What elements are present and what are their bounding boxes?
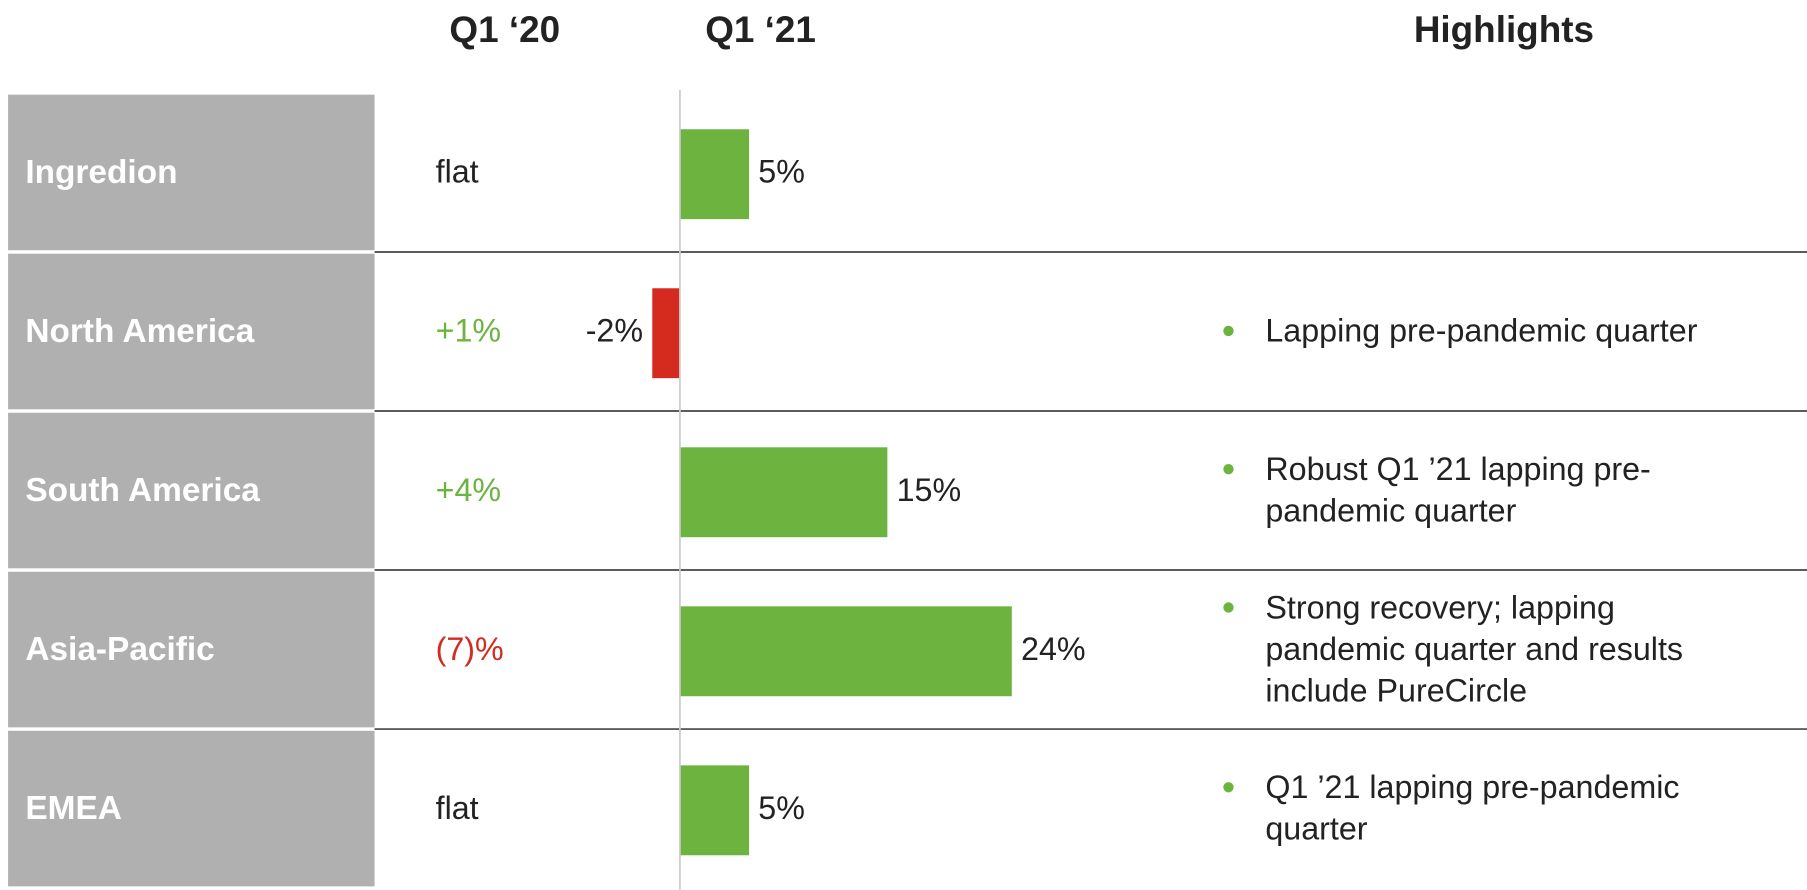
row-label-bg (8, 571, 375, 728)
row-label: North America (25, 313, 254, 350)
row-label-bg (8, 412, 375, 569)
row-label: South America (25, 472, 260, 509)
bar (679, 129, 750, 220)
bullet (1223, 602, 1234, 613)
q1-20-value: (7)% (436, 631, 504, 667)
q1-20-value: flat (436, 154, 479, 190)
header: Q1 ‘21 (705, 9, 816, 50)
bar (652, 288, 680, 379)
q1-20-value: flat (436, 790, 479, 826)
highlight-text: pandemic quarter and results (1265, 631, 1683, 667)
row-label-bg (8, 730, 375, 887)
bullet (1223, 782, 1234, 793)
bar (679, 765, 750, 856)
highlight-text: quarter (1265, 811, 1367, 847)
bullet (1223, 325, 1234, 337)
bar (679, 447, 888, 538)
header: Highlights (1414, 9, 1594, 50)
bar (679, 606, 1012, 697)
value-label: 5% (758, 790, 805, 826)
row-label: Asia-Pacific (25, 631, 214, 668)
value-label: 5% (758, 154, 805, 190)
highlight-text: pandemic quarter (1265, 493, 1516, 529)
row-label: Ingredion (25, 154, 177, 191)
value-label: 24% (1021, 631, 1086, 667)
bullet (1223, 464, 1234, 475)
row-label-bg (8, 94, 375, 251)
row-label: EMEA (25, 790, 122, 827)
highlight-text: Lapping pre-pandemic quarter (1265, 313, 1697, 349)
highlight-text: include PureCircle (1265, 672, 1527, 708)
value-label: -2% (586, 313, 643, 349)
value-label: 15% (897, 472, 962, 508)
row-label-bg (8, 253, 375, 410)
highlight-text: Q1 ’21 lapping pre-pandemic (1265, 769, 1679, 805)
q1-20-value: +1% (436, 313, 501, 349)
header: Q1 ‘20 (449, 9, 560, 50)
highlight-text: Robust Q1 ’21 lapping pre- (1265, 451, 1650, 487)
highlight-text: Strong recovery; lapping (1265, 589, 1615, 625)
q1-20-value: +4% (436, 472, 501, 508)
